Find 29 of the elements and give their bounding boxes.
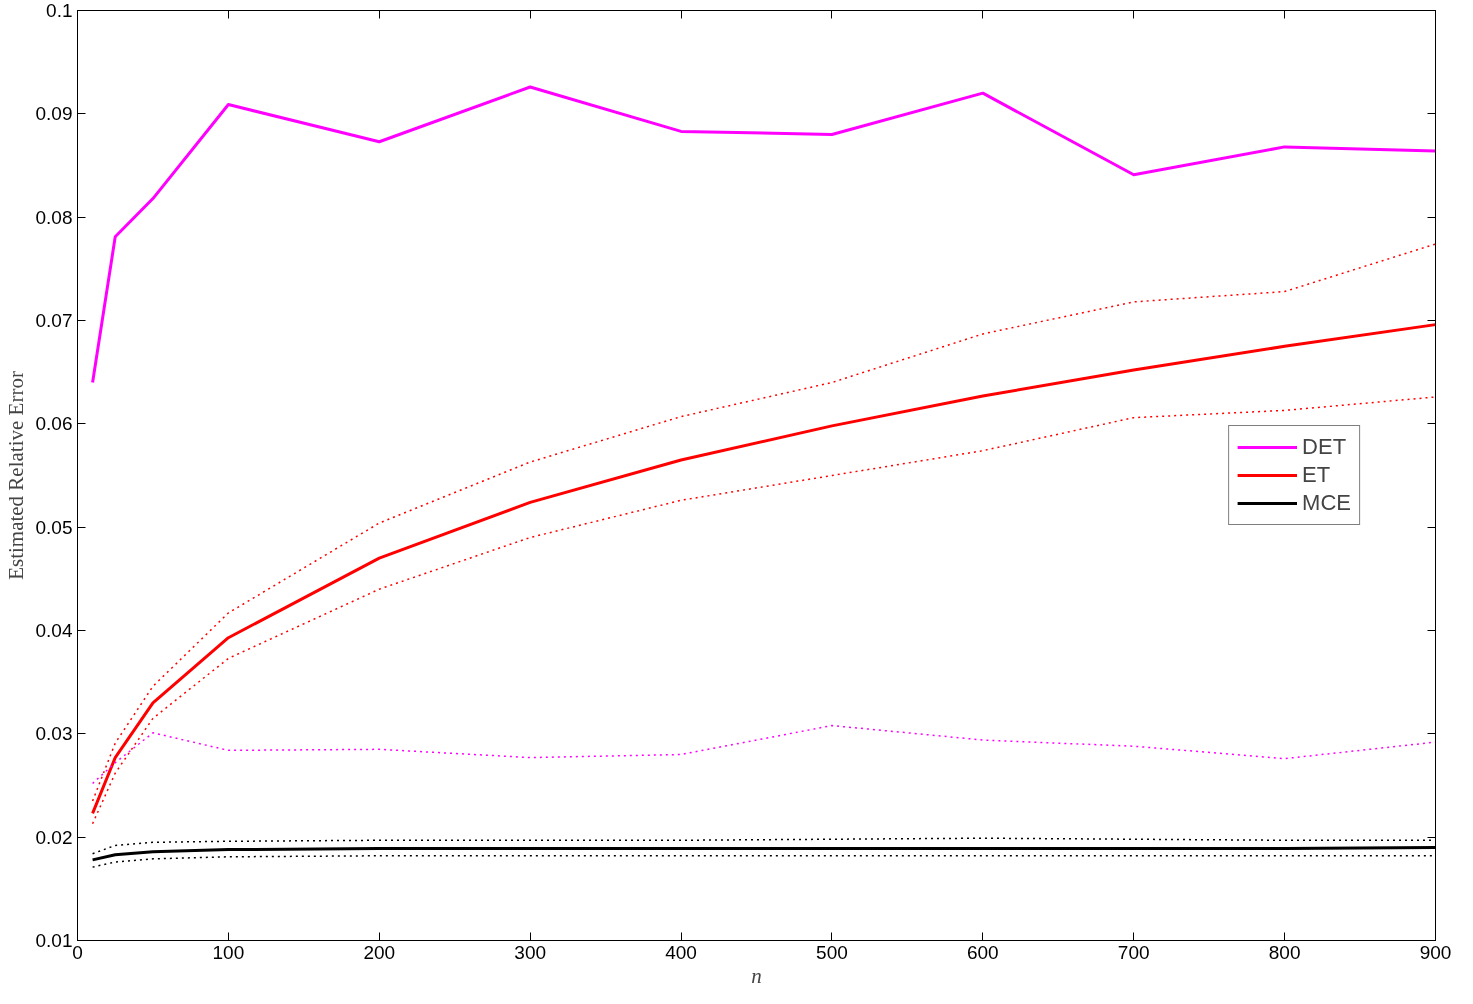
x-tick-label: 900 <box>1419 941 1452 963</box>
y-tick-label: 0.02 <box>35 826 73 848</box>
x-tick-label: 400 <box>665 941 697 963</box>
y-tick-label: 0.01 <box>35 930 73 951</box>
legend-label: DET <box>1302 434 1347 460</box>
y-tick-label: 0.09 <box>35 103 73 125</box>
x-tick-label: 200 <box>363 941 396 963</box>
line-series <box>91 85 1436 384</box>
x-axis-title: n <box>751 963 762 988</box>
x-tick-label: 0 <box>72 941 83 963</box>
x-tick-label: 800 <box>1268 941 1301 963</box>
y-axis-title: Estimated Relative Error <box>3 371 28 580</box>
x-tick-label: 500 <box>816 941 848 963</box>
line-series <box>91 323 1436 815</box>
x-tick-label: 600 <box>966 941 999 963</box>
x-tick-label: 300 <box>514 941 547 963</box>
y-tick-label: 0.03 <box>35 723 73 745</box>
y-tick-label: 0.04 <box>35 620 73 641</box>
line-series <box>91 396 1436 825</box>
x-tick-label: 700 <box>1117 941 1150 963</box>
legend-label: ET <box>1302 462 1331 488</box>
line-series <box>91 243 1436 802</box>
x-tick-label: 100 <box>212 941 245 963</box>
y-tick-label: 0.07 <box>35 310 73 331</box>
legend-label: MCE <box>1302 490 1351 516</box>
y-tick-label: 0.1 <box>46 0 73 21</box>
y-tick-label: 0.05 <box>35 516 73 538</box>
y-tick-label: 0.06 <box>35 413 73 435</box>
y-tick-label: 0.08 <box>35 206 73 228</box>
